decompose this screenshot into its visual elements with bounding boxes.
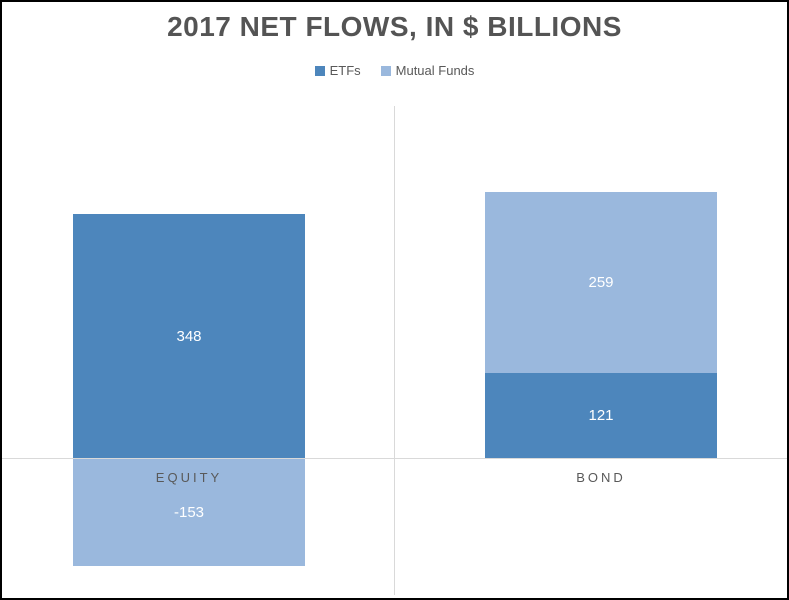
legend-item-etfs: ETFs	[314, 63, 361, 78]
legend: ETFs Mutual Funds	[2, 63, 787, 78]
value-label-bond-etfs: 121	[588, 407, 614, 424]
bar-segment-equity-mutual-funds: -153	[73, 459, 305, 566]
value-label-equity-etfs: 348	[176, 327, 202, 345]
category-label-equity: EQUITY	[155, 470, 223, 485]
bar-segment-equity-etfs: 348	[73, 214, 305, 458]
legend-item-mutual-funds: Mutual Funds	[380, 63, 475, 78]
bar-segment-bond-etfs: 121	[485, 373, 717, 458]
value-label-bond-mutual-funds: 259	[588, 274, 614, 291]
chart-title: 2017 NET FLOWS, IN $ BILLIONS	[167, 11, 622, 42]
value-label-equity-mutual-funds: -153	[173, 504, 205, 521]
category-divider-gridline	[394, 106, 395, 595]
legend-label-mutual-funds: Mutual Funds	[395, 63, 475, 78]
etfs-swatch-icon	[314, 65, 325, 76]
legend-label-etfs: ETFs	[329, 63, 361, 78]
category-label-bond: BOND	[576, 470, 626, 485]
mutual-funds-swatch-icon	[380, 65, 391, 76]
bar-segment-bond-mutual-funds: 259	[485, 192, 717, 373]
